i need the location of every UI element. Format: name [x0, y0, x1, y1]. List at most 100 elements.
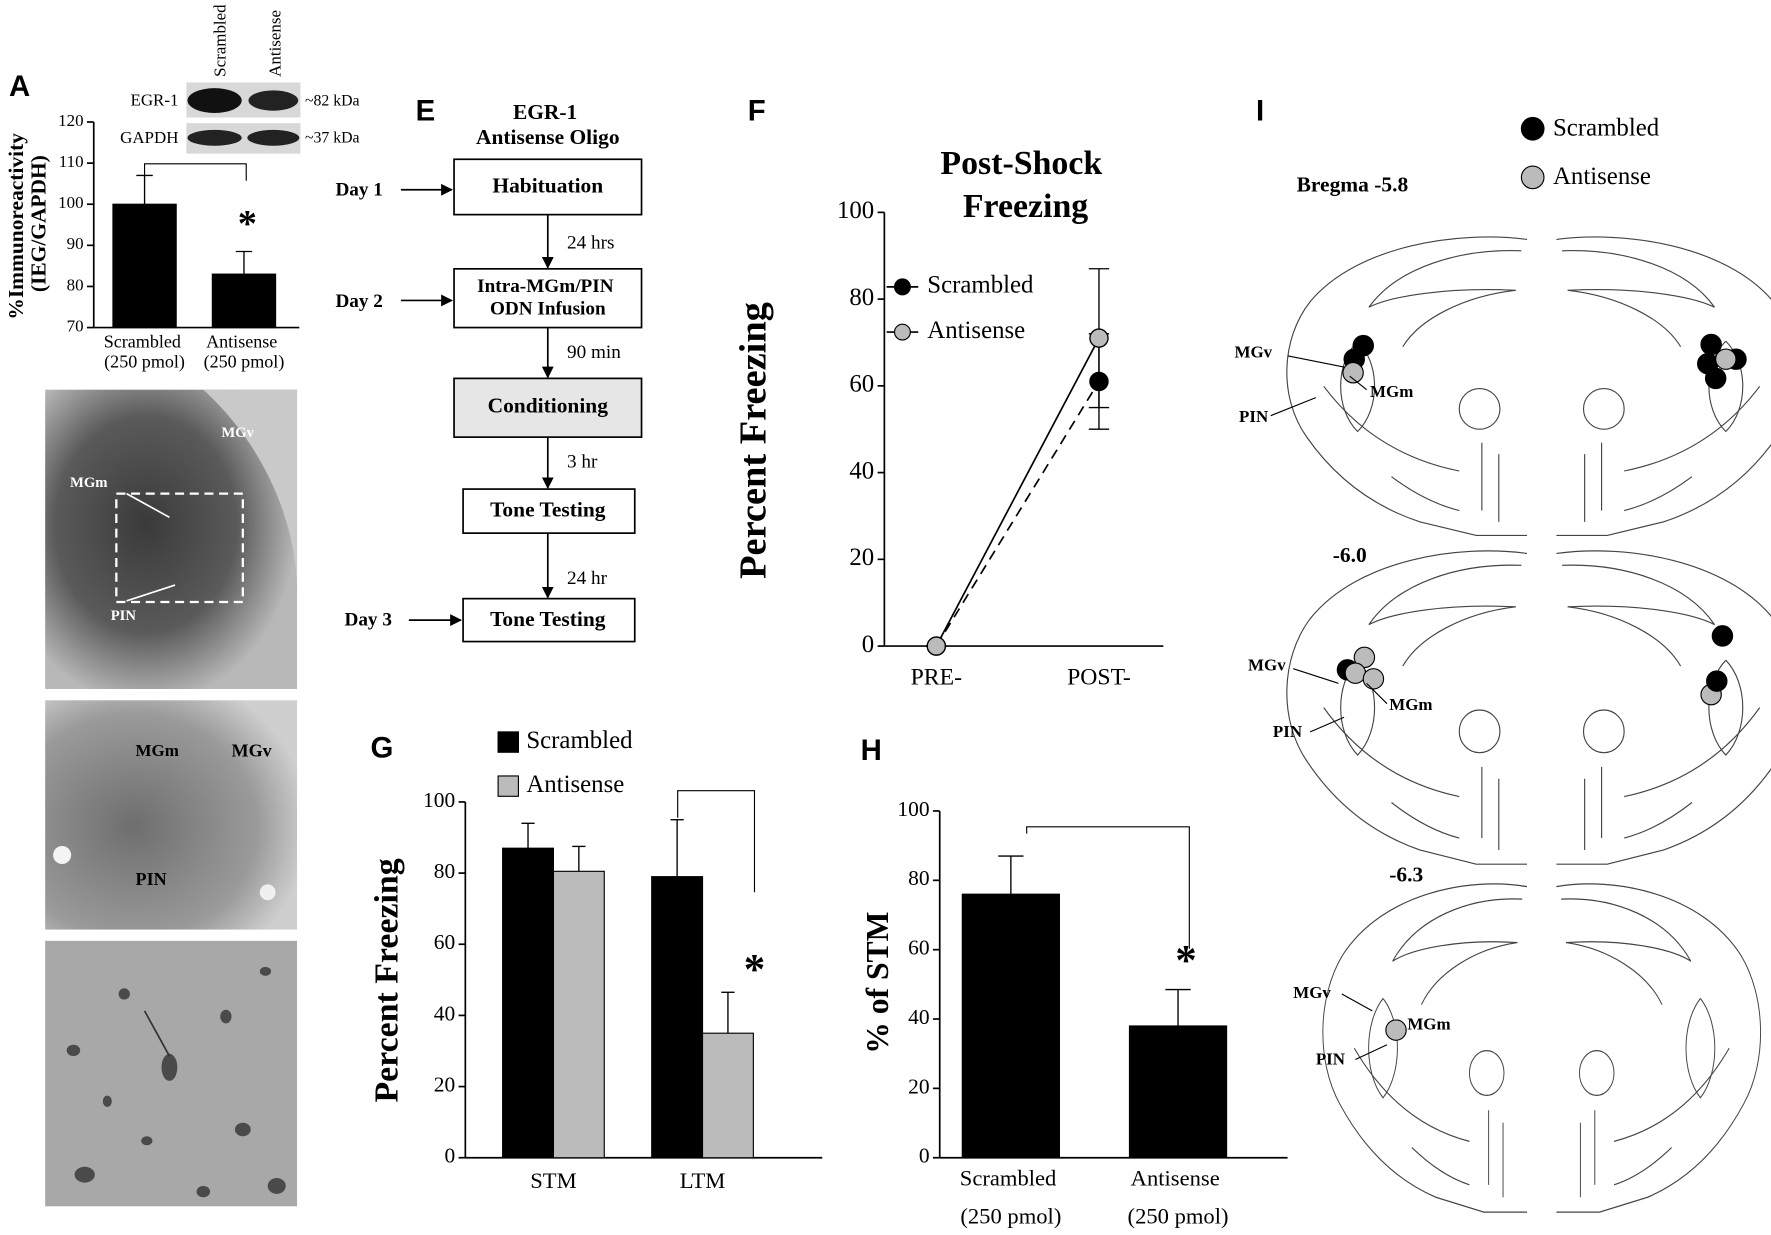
text-line: (IEG/GAPDH)	[27, 155, 51, 292]
text-line: Post-Shock	[940, 145, 1110, 182]
y-tick-label: 40	[849, 457, 874, 484]
dendrite	[143, 1010, 171, 1057]
bar	[112, 203, 177, 329]
text-line: Freezing	[963, 188, 1088, 225]
y-tick-label: 110	[59, 152, 84, 171]
text-line: Scrambled	[960, 1165, 1062, 1190]
pointer	[126, 584, 176, 602]
x-tick-label: Antisense (250 pmol)	[1128, 1165, 1229, 1228]
atlas-outline	[1555, 236, 1771, 536]
region-label: PIN	[111, 608, 137, 624]
data-point	[1089, 328, 1109, 348]
region-label: MGv	[232, 740, 273, 760]
blot-band	[247, 129, 300, 146]
y-tick-label: 40	[434, 1001, 455, 1025]
region-label: MGm	[1370, 382, 1413, 401]
x-tick-label: STM	[530, 1168, 576, 1193]
x-tick-label: Scrambled (250 pmol)	[104, 332, 186, 373]
chart: 0 20 40 60 80 100 PRE- POST- Percent Freezing Pos…	[733, 145, 1164, 690]
data-line	[935, 381, 1100, 647]
panel-label: G	[370, 732, 393, 765]
legend-marker	[893, 323, 911, 341]
text-line: ODN Infusion	[490, 299, 606, 320]
bar	[552, 870, 605, 1159]
text-line: Antisense	[206, 332, 282, 352]
flow-step: Conditioning	[488, 394, 609, 418]
bar	[651, 876, 704, 1159]
micrograph-edge	[203, 389, 298, 588]
band-size: ~82 kDa	[305, 92, 360, 109]
day-label: Day 3	[344, 610, 391, 631]
atlas-outline	[1322, 883, 1528, 1213]
panel-label: H	[861, 734, 882, 767]
band-name: EGR-1	[130, 91, 178, 110]
legend-label: Scrambled	[1553, 115, 1660, 142]
bar	[701, 1032, 754, 1159]
flow-step: Tone Testing	[490, 607, 606, 631]
region-label: MGv	[1293, 983, 1331, 1002]
legend-label: Antisense	[927, 317, 1025, 344]
legend-swatch	[497, 775, 519, 797]
region-label: PIN	[136, 869, 167, 889]
text-line: Intra-MGm/PIN	[477, 276, 618, 297]
region-label: PIN	[1316, 1049, 1346, 1068]
bar	[961, 893, 1061, 1159]
section-label: -6.3	[1389, 862, 1423, 886]
day-label: Day 2	[335, 291, 382, 312]
flow-interval: 24 hr	[567, 568, 608, 589]
band-name: GAPDH	[120, 128, 178, 147]
flow-box	[453, 377, 643, 438]
y-tick-label: 60	[849, 371, 874, 398]
x-tick-label: Antisense (250 pmol)	[204, 332, 285, 373]
significance-mark: *	[238, 203, 257, 245]
flow-box	[462, 488, 636, 534]
western-blot: Scrambled Antisense EGR-1 GAPDH ~82 kDa …	[120, 4, 360, 154]
blot-band	[187, 129, 242, 146]
y-tick-label: 20	[849, 544, 874, 571]
data-line	[935, 337, 1100, 647]
atlas-outline	[1555, 883, 1762, 1213]
region-label: PIN	[1239, 407, 1269, 426]
bar	[211, 273, 277, 329]
significance-bracket	[144, 163, 247, 181]
legend-label: Antisense	[526, 771, 624, 798]
significance-bracket	[1026, 826, 1190, 949]
flow-step: Tone Testing	[490, 498, 606, 522]
text-line: Scrambled	[104, 332, 186, 352]
flow-title: EGR-1 Antisense Oligo	[476, 100, 620, 149]
vessel	[259, 884, 276, 901]
flow-step: Intra-MGm/PIN ODN Infusion	[477, 276, 618, 320]
label-pointers	[1270, 355, 1388, 1060]
blot-band	[248, 90, 299, 111]
chart: 0 20 40 60 80 100 STM LTM Percent Freezing Scramb…	[368, 727, 823, 1193]
text-line: (250 pmol)	[204, 352, 285, 373]
bar	[502, 847, 555, 1159]
significance-bracket	[677, 790, 756, 893]
y-axis-label: Percent Freezing	[368, 858, 405, 1102]
x-tick-label: Scrambled (250 pmol)	[960, 1165, 1062, 1228]
vessel	[53, 845, 72, 865]
section-label: Bregma -5.8	[1297, 172, 1409, 196]
text-line: (250 pmol)	[1128, 1204, 1229, 1229]
y-tick-label: 20	[908, 1074, 929, 1098]
inset-box	[115, 492, 244, 604]
y-axis-label: Percent Freezing	[733, 302, 775, 579]
region-label: MGm	[1389, 695, 1432, 714]
panel-label: F	[748, 95, 766, 128]
legend-marker	[1520, 165, 1545, 190]
y-tick-label: 70	[67, 316, 84, 335]
panel-label: E	[416, 95, 436, 128]
atlas-outline	[1555, 550, 1771, 865]
x-tick-label: PRE-	[911, 664, 962, 690]
text-line: %Immunoreactivity	[4, 128, 28, 320]
y-tick-label: 40	[908, 1005, 929, 1029]
y-tick-label: 80	[908, 866, 929, 890]
flow-box	[453, 267, 643, 329]
y-tick-label: 0	[444, 1144, 455, 1168]
text-line: (250 pmol)	[104, 352, 185, 373]
significance-mark: *	[744, 946, 765, 993]
y-tick-label: 80	[434, 859, 455, 883]
x-tick-label: LTM	[680, 1168, 726, 1193]
